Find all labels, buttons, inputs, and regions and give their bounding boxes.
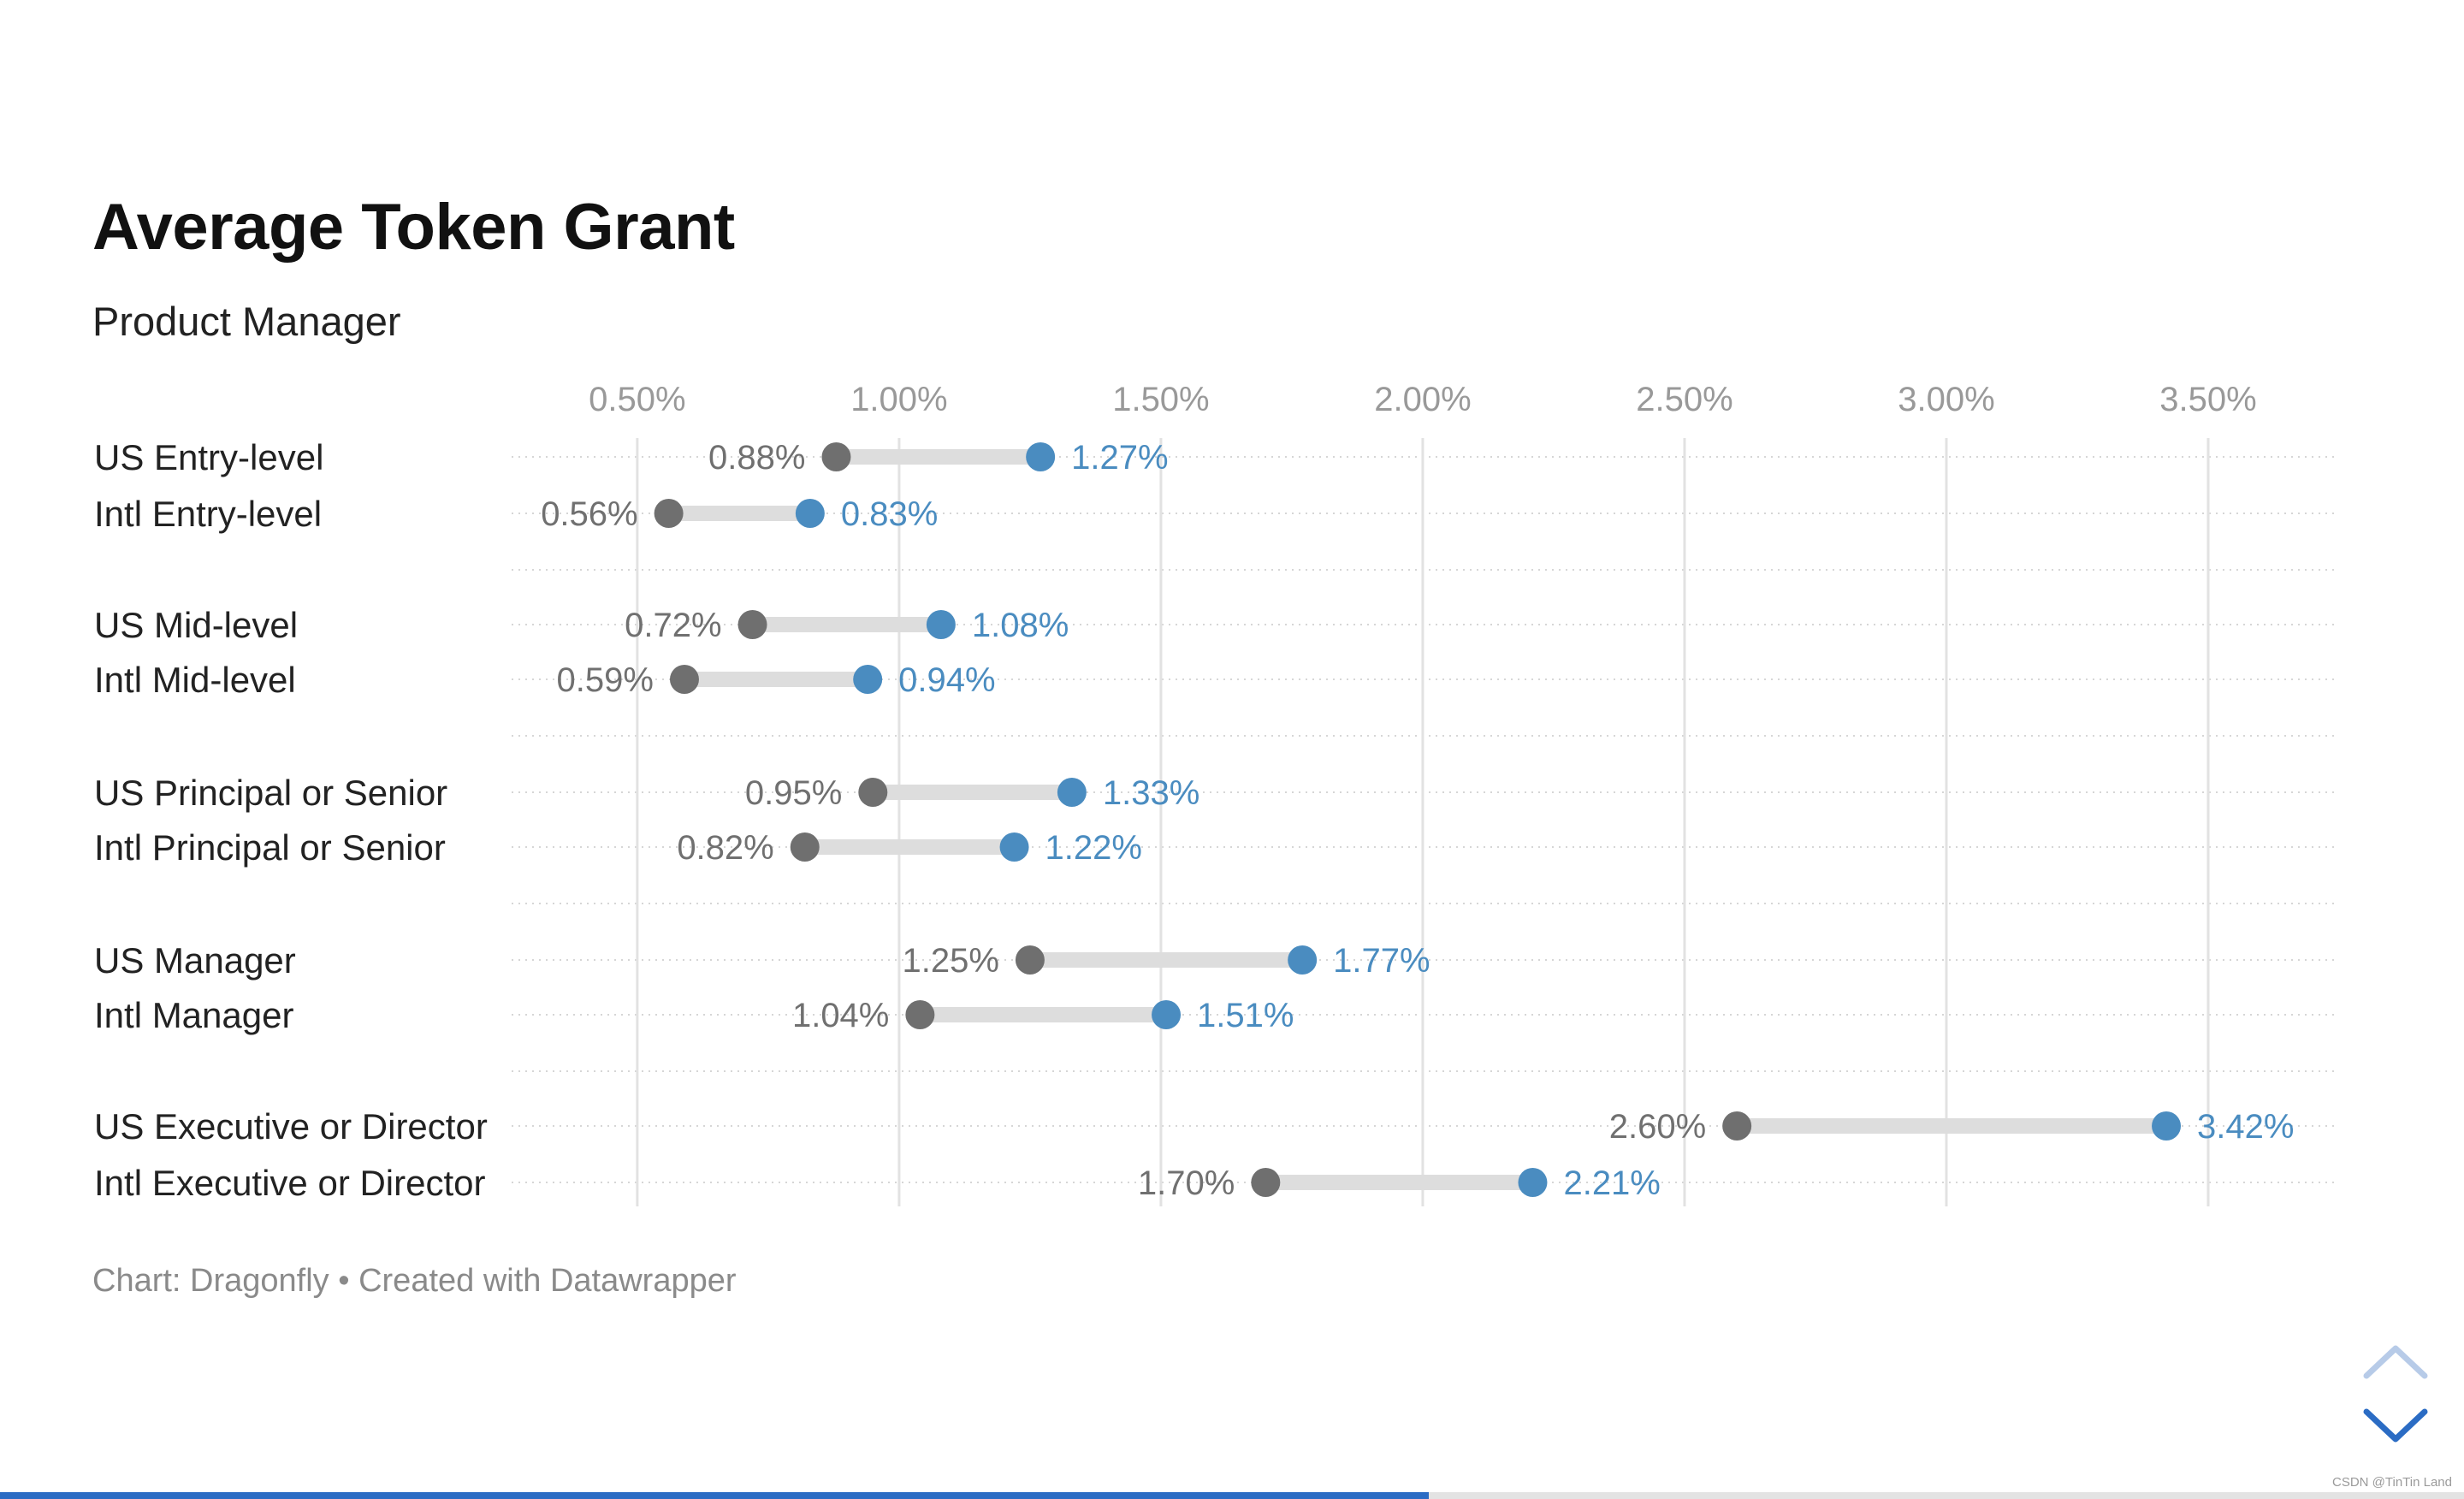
low-value-label: 1.70% [1138, 1164, 1235, 1202]
high-value-label: 0.94% [898, 661, 995, 699]
chart-title: Average Token Grant [92, 191, 735, 264]
row-label: Intl Principal or Senior [94, 827, 446, 868]
row-label: Intl Manager [94, 995, 293, 1035]
row-label: US Entry-level [94, 437, 323, 477]
x-tick-label: 0.50% [589, 381, 685, 418]
chevron-down-icon[interactable] [2360, 1405, 2431, 1448]
high-value-dot [1152, 1000, 1182, 1029]
row-label: Intl Mid-level [94, 660, 296, 700]
watermark: CSDN @TinTin Land [2332, 1475, 2452, 1490]
row-label: Intl Executive or Director [94, 1163, 486, 1203]
low-value-label: 1.04% [792, 997, 889, 1034]
low-value-label: 0.59% [557, 661, 654, 699]
low-value-dot [821, 442, 851, 471]
row-label: US Mid-level [94, 605, 298, 645]
chart-subtitle: Product Manager [92, 299, 401, 344]
low-value-dot [858, 778, 888, 807]
low-value-dot [654, 499, 684, 528]
high-value-label: 0.83% [841, 495, 938, 533]
high-value-label: 1.51% [1197, 997, 1294, 1034]
high-value-dot [1026, 442, 1056, 471]
x-tick-label: 1.50% [1112, 381, 1209, 418]
high-value-dot [926, 610, 956, 639]
low-value-dot [1251, 1168, 1281, 1197]
row-label: Intl Entry-level [94, 494, 322, 534]
high-value-dot [853, 665, 883, 694]
low-value-dot [737, 610, 767, 639]
low-value-label: 2.60% [1609, 1108, 1706, 1146]
chevron-up-icon[interactable] [2360, 1340, 2431, 1383]
high-value-label: 2.21% [1563, 1164, 1660, 1202]
row-label: US Executive or Director [94, 1106, 488, 1146]
high-value-dot [2152, 1111, 2182, 1141]
x-tick-label: 2.00% [1374, 381, 1471, 418]
dot-range-chart: 0.50% 1.00% 1.50% 2.00% 2.50% 3.00% 3.50% US E… [94, 381, 2339, 1206]
high-value-dot [1518, 1168, 1548, 1197]
x-tick-label: 1.00% [850, 381, 947, 418]
low-value-dot [1015, 945, 1045, 975]
row-label: US Manager [94, 940, 296, 981]
row-label: US Principal or Senior [94, 773, 447, 813]
x-tick-label: 2.50% [1636, 381, 1732, 418]
x-tick-label: 3.50% [2159, 381, 2256, 418]
low-value-dot [905, 1000, 935, 1029]
low-value-label: 0.82% [677, 829, 773, 867]
progress-track [0, 1492, 2464, 1499]
high-value-label: 1.33% [1103, 774, 1199, 812]
high-value-label: 1.77% [1333, 942, 1430, 980]
progress-fill [0, 1492, 1430, 1499]
high-value-label: 1.27% [1071, 439, 1168, 477]
low-value-label: 0.95% [745, 774, 842, 812]
low-value-label: 0.72% [625, 607, 721, 644]
high-value-label: 3.42% [2197, 1108, 2294, 1146]
low-value-label: 0.56% [541, 495, 637, 533]
high-value-label: 1.22% [1045, 829, 1142, 867]
grid-layer [512, 438, 2339, 1206]
high-value-dot [1057, 778, 1087, 807]
x-axis-ticks: 0.50% 1.00% 1.50% 2.00% 2.50% 3.00% 3.50% [589, 381, 2257, 418]
high-value-dot [1288, 945, 1318, 975]
low-value-label: 1.25% [902, 942, 998, 980]
high-value-dot [795, 499, 825, 528]
high-value-label: 1.08% [972, 607, 1069, 644]
low-value-label: 0.88% [708, 439, 805, 477]
low-value-dot [1722, 1111, 1752, 1141]
row-labels: US Entry-level Intl Entry-level US Mid-lev… [94, 437, 488, 1203]
data-marks: 0.88% 1.27% 0.56% 0.83% 0.72% 1.08% 0.59% 0.94%… [541, 439, 2294, 1202]
x-tick-label: 3.00% [1898, 381, 1994, 418]
low-value-dot [790, 832, 820, 862]
high-value-dot [999, 832, 1029, 862]
low-value-dot [669, 665, 699, 694]
source-note: Chart: Dragonfly • Created with Datawrap… [92, 1263, 737, 1299]
